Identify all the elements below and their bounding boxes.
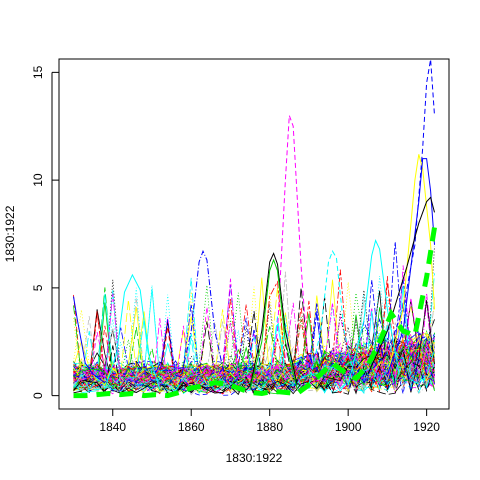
peak-series-line	[308, 250, 357, 386]
series-line	[73, 362, 435, 395]
peak-series-line	[179, 249, 227, 386]
y-tick-label: 15	[31, 65, 45, 79]
y-axis: 0 5 10 15	[31, 65, 59, 399]
x-tick-label: 1880	[256, 420, 283, 434]
peak-series-line	[73, 296, 106, 384]
y-axis-label: 1830:1922	[3, 205, 17, 262]
peak-series-line	[367, 196, 435, 375]
x-axis-label: 1830:1922	[226, 451, 283, 465]
peak-series-line	[104, 273, 161, 390]
series-line	[73, 352, 435, 392]
series-line	[73, 330, 435, 381]
x-tick-label: 1900	[335, 420, 362, 434]
peak-series-line	[367, 59, 435, 375]
series-line	[73, 323, 435, 394]
series-line	[73, 339, 435, 389]
y-tick-label: 10	[31, 173, 45, 187]
series-line	[73, 341, 435, 382]
peak-series-line	[249, 252, 298, 388]
peak-series-line	[249, 258, 298, 390]
highlight-series-line	[73, 227, 437, 399]
peak-series-line	[386, 154, 435, 375]
series-line	[73, 316, 435, 392]
peak-series-layer	[73, 59, 435, 390]
series-line	[73, 341, 435, 384]
series-line	[73, 325, 435, 383]
x-tick-label: 1840	[99, 420, 126, 434]
y-tick-label: 5	[31, 284, 45, 291]
x-axis: 1840 1860 1880 1900 1920	[99, 408, 440, 434]
x-tick-label: 1920	[413, 420, 440, 434]
series-line	[73, 346, 435, 394]
y-tick-label: 0	[31, 392, 45, 399]
highlight-series-layer	[73, 227, 437, 399]
peak-series-line	[347, 239, 400, 386]
peak-series-line	[269, 115, 310, 379]
series-line	[73, 316, 435, 392]
x-tick-label: 1860	[178, 420, 205, 434]
